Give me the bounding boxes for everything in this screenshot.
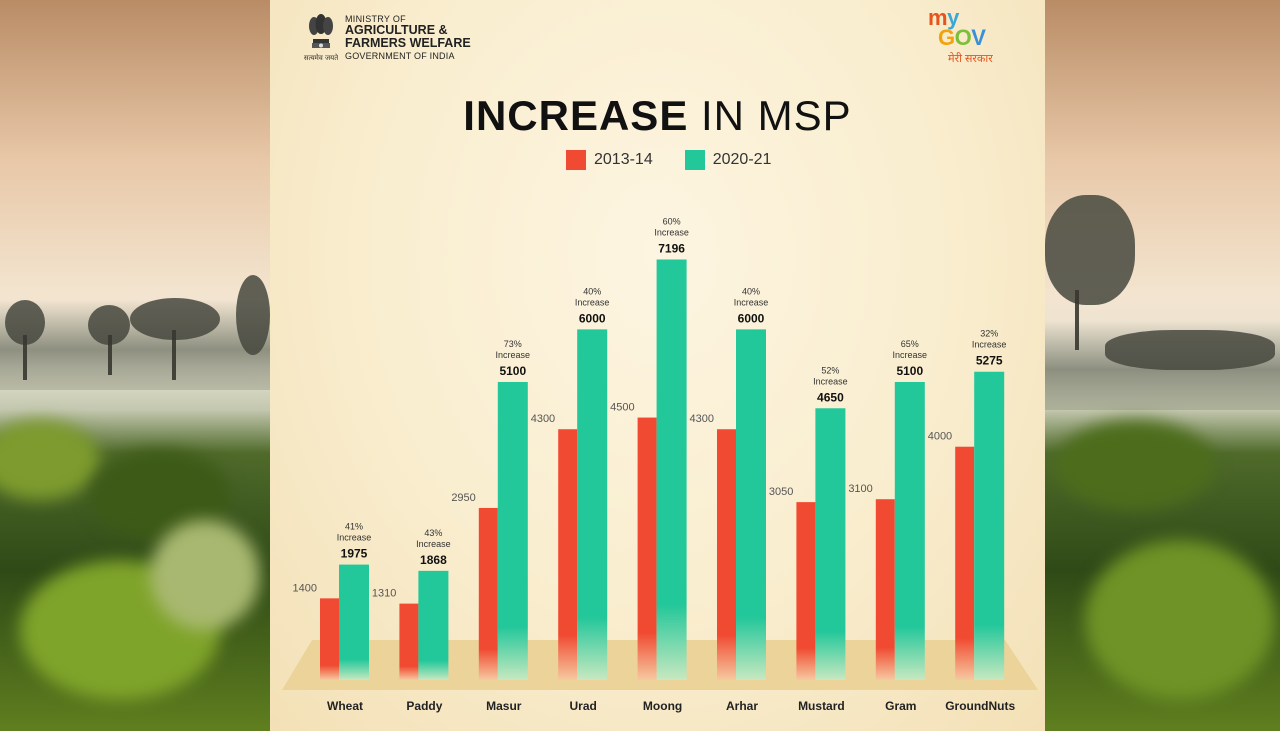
legend-swatch-new — [684, 150, 705, 170]
category-label-groundnuts: GroundNuts — [945, 699, 1015, 713]
value-label-2013-14: 1400 — [293, 582, 317, 594]
legend-item-2013-14: 2013-14 — [566, 150, 653, 170]
chart-title: INCREASE IN MSP — [463, 92, 852, 139]
bar-2020-21-mustard — [815, 408, 846, 680]
bar-2013-14-arhar — [717, 429, 736, 680]
value-label-2020-21: 6000 — [579, 311, 606, 325]
increase-text-label: Increase — [734, 297, 769, 307]
legend-swatch-old — [566, 150, 586, 170]
background-photo-right — [1045, 0, 1280, 731]
bar-2020-21-gram — [894, 381, 925, 680]
bar-2020-21-moong — [656, 259, 687, 680]
bar-2020-21-groundnuts — [974, 371, 1005, 680]
category-label-wheat: Wheat — [327, 699, 363, 713]
bar-2013-14-paddy — [399, 603, 419, 680]
increase-text-label: Increase — [575, 297, 610, 307]
increase-text-label: Increase — [416, 539, 451, 549]
category-label-arhar: Arhar — [726, 699, 758, 713]
value-label-2013-14: 4300 — [531, 413, 555, 425]
value-label-2020-21: 6000 — [738, 311, 765, 325]
msp-bar-chart: 1400197541%IncreaseWheat1310186843%Incre… — [282, 216, 1038, 713]
value-label-2013-14: 4500 — [610, 402, 634, 414]
bar-2013-14-mustard — [796, 502, 816, 680]
increase-text-label: Increase — [813, 376, 848, 386]
bar-2020-21-paddy — [418, 570, 449, 680]
increase-percent-label: 40% — [742, 286, 760, 296]
increase-text-label: Increase — [654, 227, 689, 237]
value-label-2020-21: 5100 — [896, 364, 923, 378]
increase-percent-label: 41% — [345, 522, 363, 532]
value-label-2013-14: 3050 — [769, 486, 793, 498]
bar-2013-14-wheat — [320, 598, 339, 680]
increase-percent-label: 43% — [424, 528, 442, 538]
bar-2013-14-groundnuts — [955, 446, 975, 680]
category-label-masur: Masur — [486, 699, 522, 713]
background-photo-left — [0, 0, 270, 731]
value-label-2020-21: 4650 — [817, 390, 844, 404]
category-label-moong: Moong — [643, 699, 682, 713]
bar-2020-21-urad — [577, 329, 608, 680]
svg-text:सत्यमेव जयते: सत्यमेव जयते — [304, 53, 338, 62]
category-label-paddy: Paddy — [406, 699, 442, 713]
value-label-2013-14: 1310 — [372, 588, 396, 600]
increase-percent-label: 73% — [504, 339, 522, 349]
bar-2020-21-arhar — [736, 329, 766, 680]
value-label-2013-14: 2950 — [451, 492, 475, 504]
category-label-urad: Urad — [570, 699, 597, 713]
increase-percent-label: 60% — [663, 216, 681, 226]
category-label-gram: Gram — [885, 699, 916, 713]
value-label-2013-14: 3100 — [848, 483, 872, 495]
bar-2013-14-urad — [558, 429, 578, 680]
increase-text-label: Increase — [337, 533, 372, 543]
ministry-name: MINISTRY OF AGRICULTURE & FARMERS WELFAR… — [345, 14, 471, 61]
bar-2013-14-masur — [478, 507, 498, 680]
bar-2013-14-moong — [637, 417, 657, 680]
value-label-2013-14: 4300 — [690, 413, 714, 425]
increase-percent-label: 32% — [980, 329, 998, 339]
value-label-2013-14: 4000 — [928, 431, 952, 443]
bar-2013-14-gram — [875, 499, 895, 680]
value-label-2020-21: 5275 — [976, 354, 1003, 368]
mygov-tagline: मेरी सरकार — [948, 53, 993, 65]
value-label-2020-21: 7196 — [658, 241, 685, 255]
national-emblem-icon: सत्यमेव जयते — [304, 14, 338, 62]
msp-poster: सत्यमेव जयते MINISTRY OF AGRICULTURE & F… — [270, 0, 1045, 731]
increase-percent-label: 65% — [901, 339, 919, 349]
value-label-2020-21: 1868 — [420, 553, 447, 567]
increase-text-label: Increase — [972, 340, 1007, 350]
increase-percent-label: 40% — [583, 286, 601, 296]
value-label-2020-21: 1975 — [341, 547, 368, 561]
increase-text-label: Increase — [893, 350, 928, 360]
category-label-mustard: Mustard — [798, 699, 845, 713]
chart-legend: 2013-14 2020-21 — [566, 150, 771, 170]
increase-text-label: Increase — [496, 350, 531, 360]
bar-2020-21-masur — [497, 381, 528, 680]
increase-percent-label: 52% — [821, 365, 839, 375]
bar-2020-21-wheat — [339, 564, 369, 680]
value-label-2020-21: 5100 — [499, 364, 526, 378]
legend-item-2020-21: 2020-21 — [684, 150, 771, 170]
mygov-logo: my GOV मेरी सरकार — [928, 5, 993, 66]
